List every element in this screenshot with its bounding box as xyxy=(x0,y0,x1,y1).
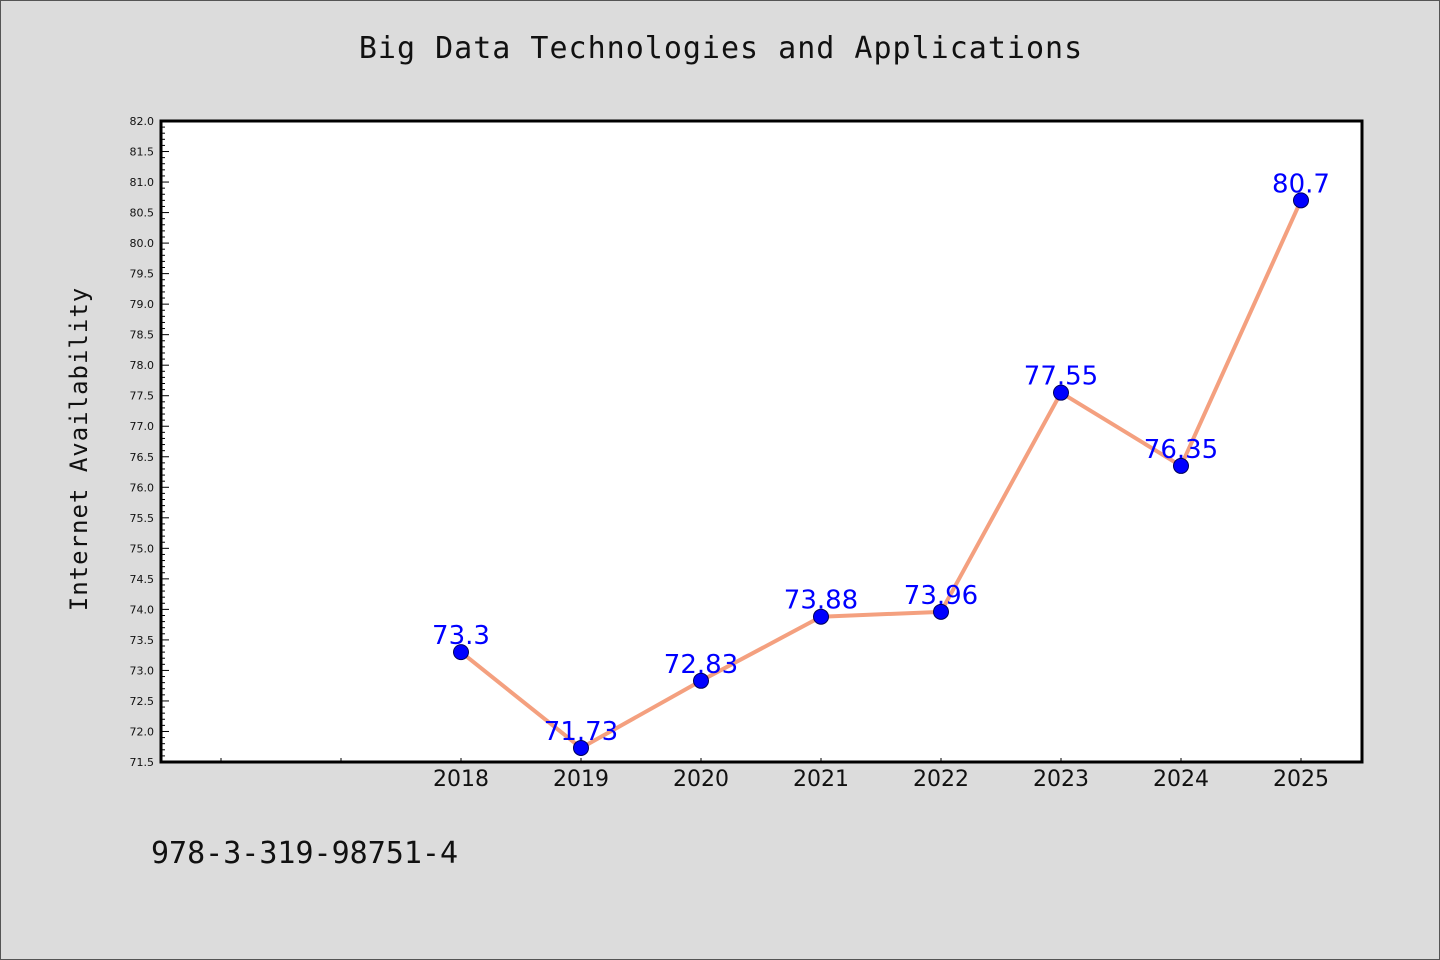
y-tick-label: 79.5 xyxy=(130,268,155,281)
y-tick-label: 73.5 xyxy=(130,634,155,647)
series-line xyxy=(459,198,1303,750)
y-tick-label: 80.5 xyxy=(130,207,155,220)
y-tick-label: 79.0 xyxy=(130,298,155,311)
y-tick-label: 81.0 xyxy=(130,176,155,189)
data-label: 73.3 xyxy=(432,621,490,651)
data-point xyxy=(693,672,709,689)
x-tick-label: 2018 xyxy=(433,767,489,792)
x-tick-label: 2022 xyxy=(913,767,969,792)
data-label: 71.73 xyxy=(544,717,618,747)
chart-title: Big Data Technologies and Applications xyxy=(358,31,1084,66)
data-label: 77.55 xyxy=(1024,362,1098,392)
x-tick-label: 2025 xyxy=(1273,767,1329,792)
data-label: 73.96 xyxy=(904,581,978,611)
data-markers xyxy=(453,192,1309,756)
y-tick-label: 71.5 xyxy=(130,756,155,769)
y-tick-label: 77.0 xyxy=(130,420,155,433)
y-tick-label: 82.0 xyxy=(130,115,155,128)
y-tick-label: 81.5 xyxy=(130,146,155,159)
data-point xyxy=(1053,384,1069,401)
data-point xyxy=(1173,457,1189,474)
plot-area xyxy=(159,119,1364,764)
data-label: 76.35 xyxy=(1144,435,1218,465)
y-tick-label: 76.0 xyxy=(130,481,155,494)
y-tick-label: 74.0 xyxy=(130,603,155,616)
y-tick-label: 75.0 xyxy=(130,542,155,555)
data-point xyxy=(933,603,949,620)
y-tick-label: 75.5 xyxy=(130,512,155,525)
y-tick-label: 78.5 xyxy=(130,329,155,342)
y-tick-label: 73.0 xyxy=(130,664,155,677)
data-label: 72.83 xyxy=(664,650,738,680)
isbn-text: 978-3-319-98751-4 xyxy=(151,836,459,871)
x-tick-label: 2019 xyxy=(553,767,609,792)
x-tick-label: 2024 xyxy=(1153,767,1209,792)
data-point xyxy=(453,644,469,661)
x-tick-label: 2020 xyxy=(673,767,729,792)
y-tick-label: 76.5 xyxy=(130,451,155,464)
y-tick-label: 74.5 xyxy=(130,573,155,586)
y-tick-label: 78.0 xyxy=(130,359,155,372)
x-tick-label: 2021 xyxy=(793,767,849,792)
data-label: 73.88 xyxy=(784,586,858,616)
data-point xyxy=(813,608,829,625)
y-tick-label: 72.0 xyxy=(130,725,155,738)
x-axis-ticks: 2018 2019 2020 2021 2022 2023 2024 2025 xyxy=(220,758,1329,792)
x-tick-label: 2023 xyxy=(1033,767,1089,792)
y-tick-label: 72.5 xyxy=(130,695,155,708)
y-tick-label: 80.0 xyxy=(130,237,155,250)
data-point xyxy=(1293,192,1309,209)
data-labels: 73.3 71.73 72.83 73.88 73.96 77.55 76.35 80.7 xyxy=(432,169,1330,747)
data-point xyxy=(573,739,589,756)
y-tick-label: 77.5 xyxy=(130,390,155,403)
y-axis-ticks: 71.5 72.0 72.5 73.0 73.5 74.0 74.5 75.0 75.5 76.0… xyxy=(130,115,169,769)
data-label: 80.7 xyxy=(1272,169,1330,199)
